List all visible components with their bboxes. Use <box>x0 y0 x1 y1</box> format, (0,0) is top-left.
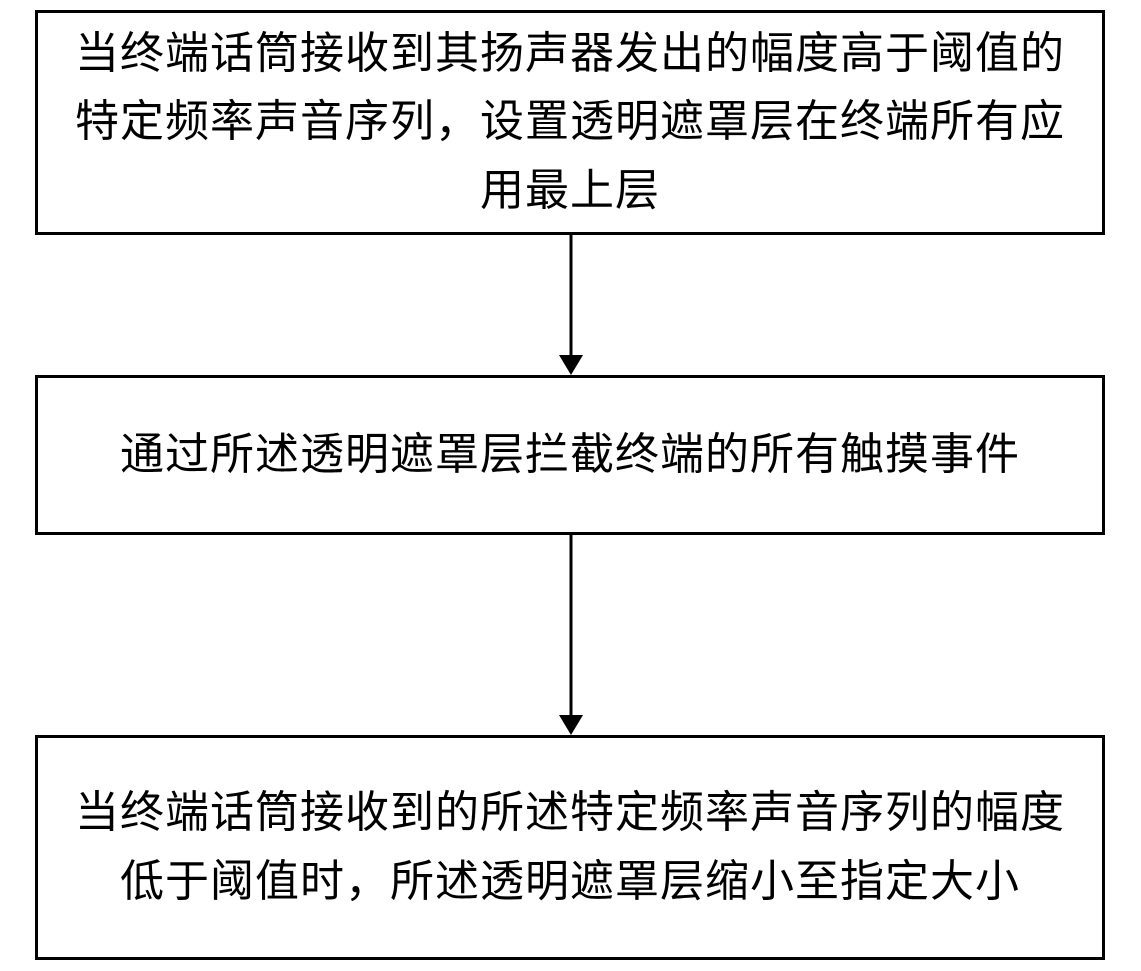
flowchart-arrow-1 <box>559 235 583 375</box>
arrow-head-icon <box>559 715 583 735</box>
flowchart-container: 当终端话筒接收到其扬声器发出的幅度高于阈值的特定频率声音序列，设置透明遮罩层在终… <box>0 0 1141 971</box>
arrow-line <box>569 235 572 357</box>
step-3-text: 当终端话筒接收到的所述特定频率声音序列的幅度低于阈值时，所述透明遮罩层缩小至指定… <box>63 779 1077 915</box>
step-1-text: 当终端话筒接收到其扬声器发出的幅度高于阈值的特定频率声音序列，设置透明遮罩层在终… <box>63 20 1077 225</box>
step-2-text: 通过所述透明遮罩层拦截终端的所有触摸事件 <box>63 421 1077 489</box>
flowchart-step-2: 通过所述透明遮罩层拦截终端的所有触摸事件 <box>35 375 1105 535</box>
flowchart-arrow-2 <box>559 535 583 735</box>
arrow-line <box>569 535 572 717</box>
arrow-head-icon <box>559 355 583 375</box>
flowchart-step-3: 当终端话筒接收到的所述特定频率声音序列的幅度低于阈值时，所述透明遮罩层缩小至指定… <box>35 735 1105 960</box>
flowchart-step-1: 当终端话筒接收到其扬声器发出的幅度高于阈值的特定频率声音序列，设置透明遮罩层在终… <box>35 10 1105 235</box>
